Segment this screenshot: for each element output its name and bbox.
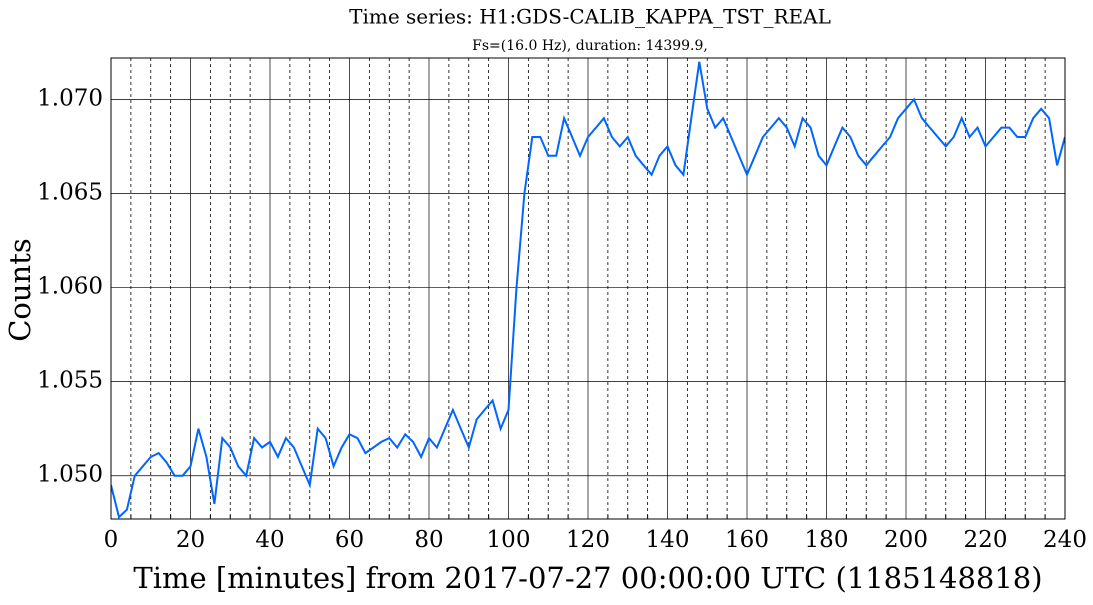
plot-frame xyxy=(110,57,1066,520)
x-tick-label: 160 xyxy=(725,527,769,553)
x-tick-label: 60 xyxy=(335,527,364,553)
y-tick-label: 1.050 xyxy=(37,462,103,488)
y-tick-label: 1.070 xyxy=(37,85,103,111)
x-tick-label: 200 xyxy=(884,527,928,553)
x-tick-label: 240 xyxy=(1043,527,1087,553)
y-tick-label: 1.065 xyxy=(37,179,103,205)
x-tick-label: 0 xyxy=(104,527,119,553)
data-line xyxy=(111,61,1065,519)
x-tick-label: 80 xyxy=(414,527,443,553)
x-tick-label: 40 xyxy=(255,527,284,553)
y-tick-label: 1.060 xyxy=(37,274,103,300)
x-tick-label: 140 xyxy=(646,527,690,553)
x-axis-label: Time [minutes] from 2017-07-27 00:00:00 … xyxy=(133,561,1042,595)
x-tick-label: 220 xyxy=(964,527,1008,553)
y-tick-label: 1.055 xyxy=(37,368,103,394)
x-tick-label: 120 xyxy=(566,527,610,553)
y-axis-label: Counts xyxy=(3,238,37,342)
x-tick-label: 20 xyxy=(176,527,205,553)
chart-subtitle: Fs=(16.0 Hz), duration: 14399.9, xyxy=(472,38,708,54)
x-tick-label: 100 xyxy=(487,527,531,553)
chart-title: Time series: H1:GDS-CALIB_KAPPA_TST_REAL xyxy=(349,5,831,29)
x-tick-label: 180 xyxy=(805,527,849,553)
